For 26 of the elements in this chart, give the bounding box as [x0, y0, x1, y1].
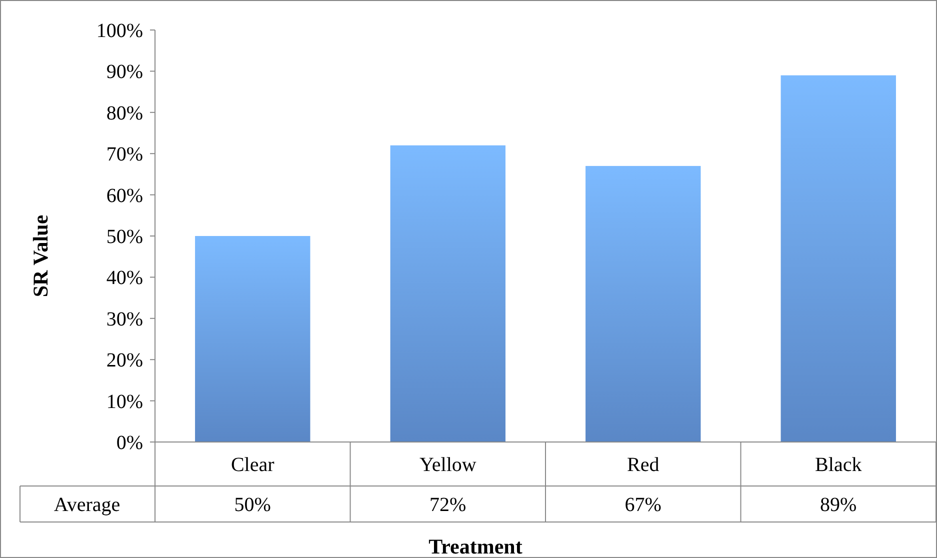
y-tick-label: 80% [106, 102, 143, 124]
y-tick-label: 100% [96, 20, 143, 42]
data-label: 67% [624, 494, 662, 516]
x-tick-label: Black [815, 454, 862, 476]
y-tick-label: 40% [106, 267, 143, 290]
y-tick-label: 0% [116, 432, 143, 454]
data-label: 50% [234, 494, 271, 516]
y-tick-label: 10% [106, 390, 143, 413]
y-tick-label: 20% [106, 350, 143, 372]
bar [390, 145, 506, 442]
bar [780, 75, 896, 442]
data-label: 72% [430, 494, 466, 516]
y-tick-label: 90% [106, 61, 143, 84]
legend-label: Average [54, 494, 120, 516]
y-tick-label: 70% [106, 144, 143, 166]
y-tick-label: 50% [106, 226, 143, 248]
bar [195, 236, 310, 442]
data-label: 89% [820, 494, 857, 516]
bar [586, 166, 701, 442]
y-tick-label: 60% [106, 184, 143, 207]
x-axis-title: Treatment [428, 534, 522, 558]
y-tick-label: 30% [106, 308, 143, 330]
x-tick-label: Red [627, 454, 660, 476]
y-axis-title: SR Value [28, 214, 52, 298]
x-tick-label: Clear [230, 454, 275, 476]
x-tick-label: Yellow [419, 454, 477, 476]
